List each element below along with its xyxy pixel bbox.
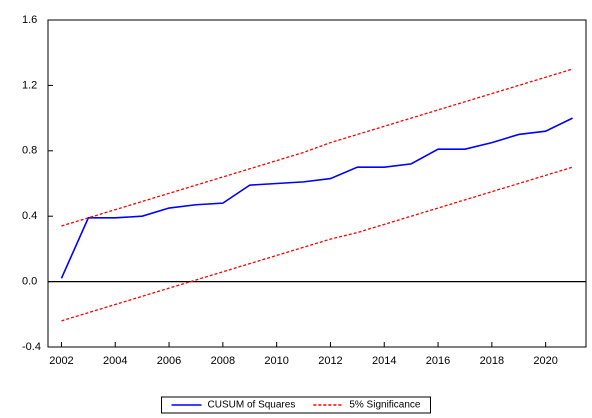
legend: CUSUM of Squares 5% Significance — [161, 396, 431, 414]
x-tick-label: 2012 — [318, 355, 342, 367]
series-line — [61, 166, 573, 322]
plot-frame — [47, 19, 587, 348]
x-tick-label: 2020 — [533, 355, 557, 367]
x-tick-label: 2006 — [157, 355, 181, 367]
legend-label: CUSUM of Squares — [208, 400, 296, 411]
series-line — [60, 117, 573, 279]
legend-label: 5% Significance — [349, 400, 421, 411]
x-tick-label: 2002 — [49, 355, 73, 367]
legend-box — [161, 396, 431, 414]
x-tick-label: 2008 — [211, 355, 235, 367]
x-tick-label: 2014 — [372, 355, 396, 367]
y-tick-label: 0.0 — [22, 276, 37, 288]
series-line — [61, 68, 573, 227]
y-tick-label: 1.6 — [22, 14, 37, 26]
x-tick-label: 2010 — [264, 355, 288, 367]
y-tick-label: 1.2 — [22, 79, 37, 91]
x-tick-label: 2004 — [103, 355, 127, 367]
y-tick-label: 0.8 — [22, 145, 37, 157]
x-tick-label: 2016 — [426, 355, 450, 367]
y-tick-label: 0.4 — [22, 210, 37, 222]
x-tick-label: 2018 — [480, 355, 504, 367]
y-tick-label: -0.4 — [22, 341, 41, 353]
